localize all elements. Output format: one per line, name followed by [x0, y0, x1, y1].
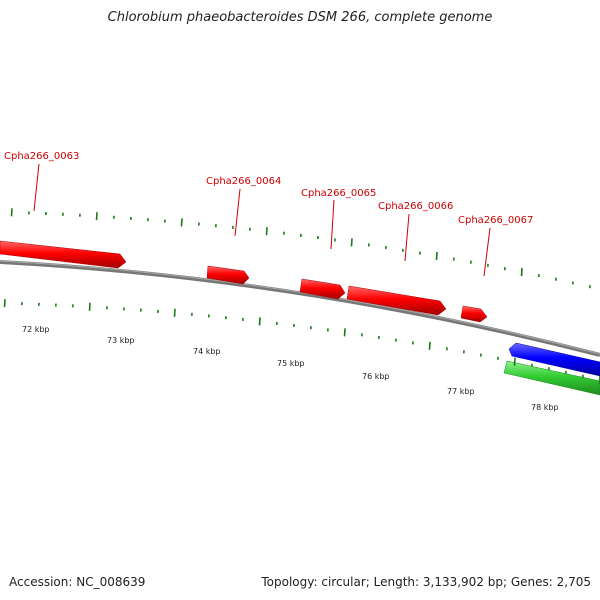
lower-track-major-tick: [258, 317, 261, 326]
gene-label-cpha266-0066[interactable]: Cpha266_0066: [378, 201, 453, 212]
gene-label-cpha266-0064[interactable]: Cpha266_0064: [206, 176, 281, 187]
gene-arrow-cpha266-0065[interactable]: [299, 278, 346, 300]
gene-arrow-blue[interactable]: [508, 342, 600, 377]
genome-title: Chlorobium phaeobacteroides DSM 266, com…: [107, 10, 493, 25]
scale-label-77kbp: 77 kbp: [447, 387, 475, 396]
lower-track-major-tick: [3, 299, 6, 308]
lower-track-major-tick: [173, 308, 176, 317]
genome-backbone-highlight: [0, 260, 600, 355]
gene-arrow-green[interactable]: [503, 360, 600, 396]
lower-track-major-tick: [88, 302, 91, 311]
upper-track-major-tick: [435, 251, 438, 261]
upper-track-major-tick: [10, 208, 13, 217]
gene-label-cpha266-0067[interactable]: Cpha266_0067: [458, 215, 533, 226]
scale-label-75kbp: 75 kbp: [277, 359, 305, 368]
gene-arrow-cpha266-0063[interactable]: [0, 240, 127, 269]
leader-line-cpha266-0064: [234, 188, 241, 237]
upper-track-major-tick: [350, 238, 353, 247]
lower-track-major-tick: [343, 328, 346, 337]
accession-text: Accession: NC_008639: [9, 575, 146, 589]
gene-arrow-cpha266-0066[interactable]: [346, 285, 447, 316]
genome-summary-text: Topology: circular; Length: 3,133,902 bp…: [261, 575, 591, 589]
upper-track-major-tick: [265, 227, 268, 236]
lower-track-major-tick: [428, 341, 431, 350]
scale-label-73kbp: 73 kbp: [107, 336, 135, 345]
leader-line-cpha266-0067: [483, 227, 491, 277]
scale-label-74kbp: 74 kbp: [193, 347, 221, 356]
lower-track-major-tick: [513, 357, 516, 366]
scale-label-76kbp: 76 kbp: [362, 372, 390, 381]
leader-line-cpha266-0066: [404, 213, 410, 262]
leader-line-cpha266-0065: [330, 199, 335, 250]
upper-tick-track: [10, 208, 591, 289]
upper-track-major-tick: [180, 218, 183, 227]
upper-track-major-tick: [520, 268, 523, 277]
genome-backbone: [0, 260, 600, 357]
upper-track-major-tick: [95, 212, 98, 221]
leader-line-cpha266-0063: [33, 163, 40, 212]
scale-label-78kbp: 78 kbp: [531, 403, 559, 412]
gene-arrow-cpha266-0064[interactable]: [206, 265, 250, 285]
lower-tick-track: [3, 299, 600, 385]
gene-label-cpha266-0065[interactable]: Cpha266_0065: [301, 188, 376, 199]
gene-label-cpha266-0063[interactable]: Cpha266_0063: [4, 151, 79, 162]
scale-label-72kbp: 72 kbp: [22, 325, 50, 334]
gene-arrow-cpha266-0067[interactable]: [460, 305, 488, 323]
